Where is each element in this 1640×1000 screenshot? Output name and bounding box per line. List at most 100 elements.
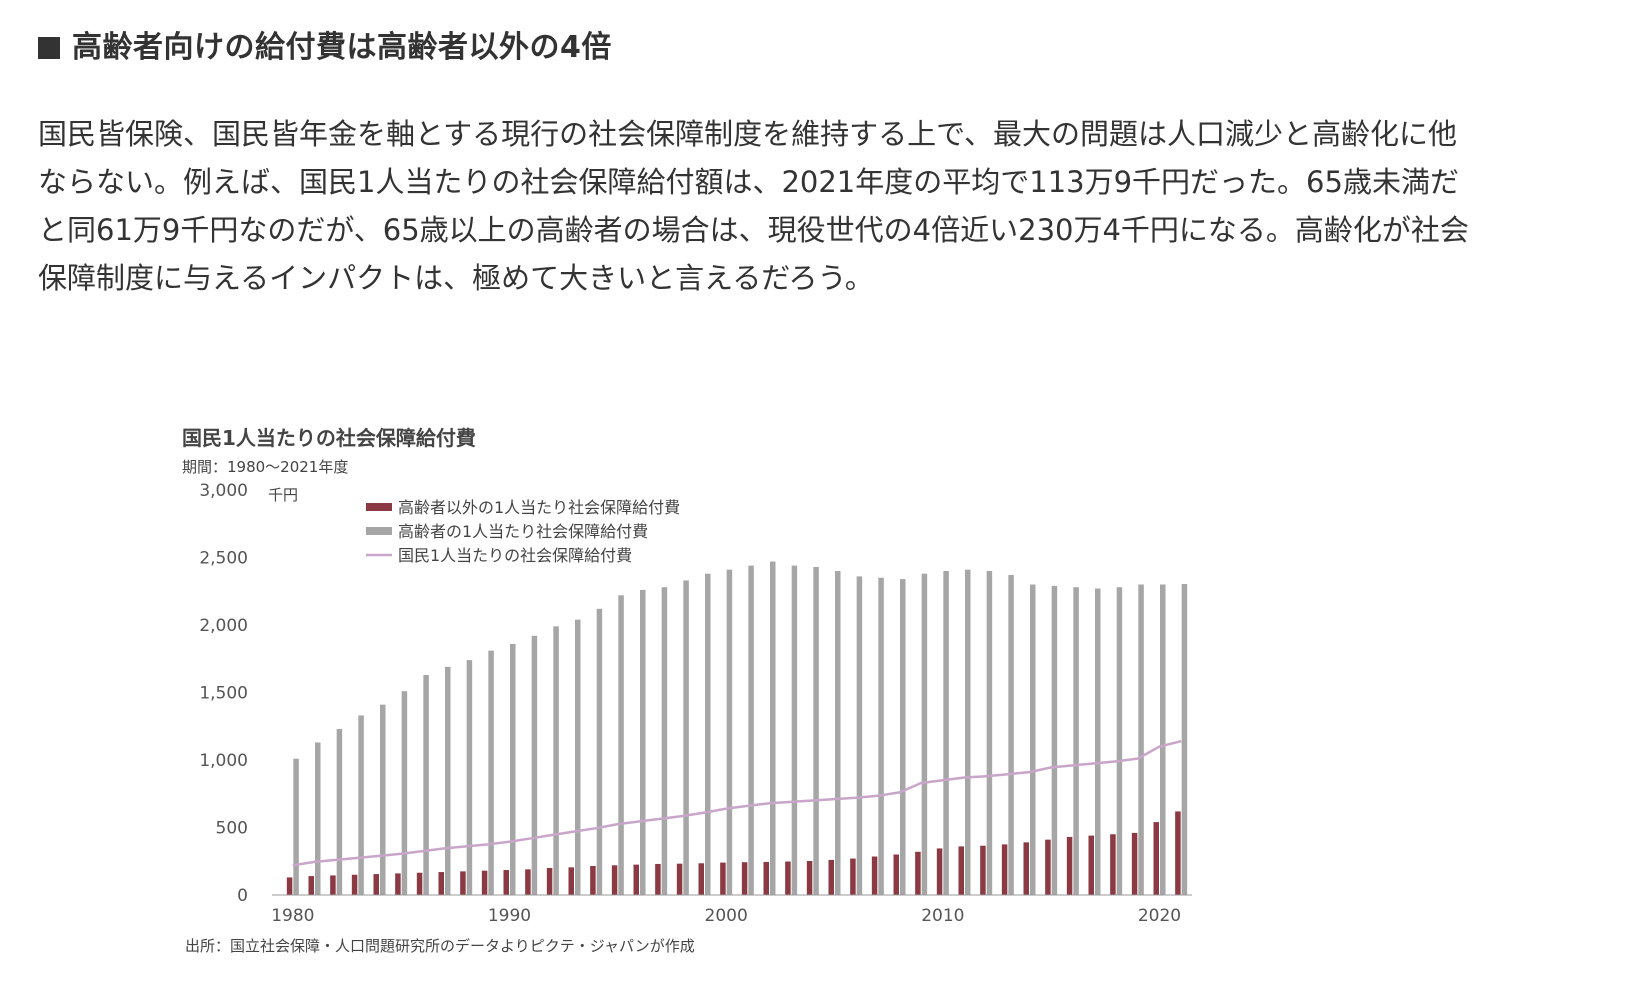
elderly-bar [401,691,408,895]
non-elderly-bar [980,845,986,895]
non-elderly-bar [871,856,878,895]
non-elderly-bar [1001,844,1008,895]
elderly-bar [1073,587,1079,895]
chart-title: 国民1人当たりの社会保障給付費 [182,426,476,450]
x-axis: 1980 1990 2000 2010 2020 [271,894,1192,926]
elderly-bar [683,580,689,895]
y-tick-label: 2,000 [199,616,248,636]
elderly-bar [575,619,581,895]
square-bullet-icon [38,37,60,59]
elderly-bar [315,742,321,895]
y-tick-label: 2,500 [199,549,248,569]
elderly-bar [466,660,473,895]
x-tick-label: 1980 [271,906,314,926]
x-tick-label: 2010 [921,906,964,926]
elderly-bar [553,626,559,895]
y-unit-label: 千円 [268,486,298,504]
non-elderly-bar [958,846,964,895]
series-elderly-bars [293,561,1188,895]
non-elderly-bar [1088,835,1094,895]
elderly-bar [618,595,624,895]
series-national-line [292,739,1182,867]
elderly-bar [1138,584,1144,895]
non-elderly-bar [698,863,704,895]
elderly-bar [770,561,776,895]
y-axis: 0 500 1,000 1,500 2,000 2,500 3,000 千円 [199,481,298,906]
non-elderly-bar [546,868,553,895]
non-elderly-bar [1066,836,1073,895]
non-elderly-bar [1045,839,1051,895]
non-elderly-bar [1153,822,1159,895]
elderly-bar [1051,585,1058,895]
elderly-bar [488,650,494,895]
y-tick-label: 0 [237,886,248,906]
non-elderly-bar [460,871,466,895]
section-heading-text: 高齢者向けの給付費は高齢者以外の4倍 [72,30,612,65]
non-elderly-bar [438,872,444,895]
non-elderly-bar [481,870,488,895]
paragraph-line: と同61万9千円なのだが、65歳以上の高齢者の場合は、現役世代の4倍近い230万… [38,213,1469,247]
paragraph-line: 国民皆保険、国民皆年金を軸とする現行の社会保障制度を維持する上で、最大の問題は人… [38,117,1457,151]
non-elderly-bar [611,865,618,895]
elderly-bar [1181,583,1188,895]
elderly-bar [835,571,841,895]
x-tick-label: 1990 [488,906,531,926]
non-elderly-bar [1023,842,1029,895]
non-elderly-bar [373,874,379,895]
y-tick-label: 3,000 [199,481,248,501]
elderly-bar [921,573,928,895]
non-elderly-bar [893,854,899,895]
y-tick-label: 1,000 [199,751,248,771]
elderly-bar [791,565,798,895]
elderly-bar [423,674,429,895]
elderly-bar [1030,584,1036,895]
non-elderly-bar [286,877,293,895]
y-tick-label: 1,500 [199,684,248,704]
legend-label: 高齢者以外の1人当たり社会保障給付費 [398,498,680,517]
elderly-bar [986,571,993,895]
elderly-bar [510,643,516,895]
non-elderly-bar [351,874,358,895]
non-elderly-bar [763,861,769,895]
series-non-elderly-bars [286,811,1181,895]
elderly-bar [1008,575,1014,895]
non-elderly-bar [330,875,336,895]
non-elderly-bar [806,860,813,895]
non-elderly-bar [785,861,791,895]
elderly-bar [1095,588,1101,895]
non-elderly-bar [828,859,834,895]
non-elderly-bar [655,863,661,895]
legend-label: 高齢者の1人当たり社会保障給付費 [398,522,648,541]
elderly-bar [705,573,711,895]
elderly-bar [661,587,668,895]
non-elderly-bar [633,864,639,895]
elderly-bar [943,571,949,895]
non-elderly-bar [1110,834,1116,895]
elderly-bar [900,579,906,895]
chart-legend: 高齢者以外の1人当たり社会保障給付費高齢者の1人当たり社会保障給付費国民1人当た… [366,498,680,565]
elderly-bar [531,635,538,895]
legend-bar-swatch [366,503,392,511]
x-tick-label: 2020 [1138,906,1181,926]
elderly-bar [445,666,451,895]
chart-source: 出所：国立社会保障・人口問題研究所のデータよりピクテ・ジャパンが作成 [185,937,695,955]
elderly-bar [878,577,884,895]
non-elderly-bar [1131,832,1138,895]
elderly-bar [856,576,863,895]
paragraph-line: 保障制度に与えるインパクトは、極めて大きいと言えるだろう。 [38,261,874,295]
non-elderly-bar [503,870,509,895]
x-tick-label: 2000 [705,906,748,926]
elderly-bar [813,566,819,895]
non-elderly-bar [850,858,856,895]
non-elderly-bar [720,862,726,895]
non-elderly-bar [741,862,748,895]
non-elderly-bar [416,872,423,895]
national-average-line [292,739,1182,867]
elderly-bar [726,569,733,895]
elderly-bar [380,704,386,895]
legend-label: 国民1人当たりの社会保障給付費 [398,546,632,565]
non-elderly-bar [308,876,314,895]
non-elderly-bar [1175,811,1181,895]
y-tick-label: 500 [216,819,248,839]
